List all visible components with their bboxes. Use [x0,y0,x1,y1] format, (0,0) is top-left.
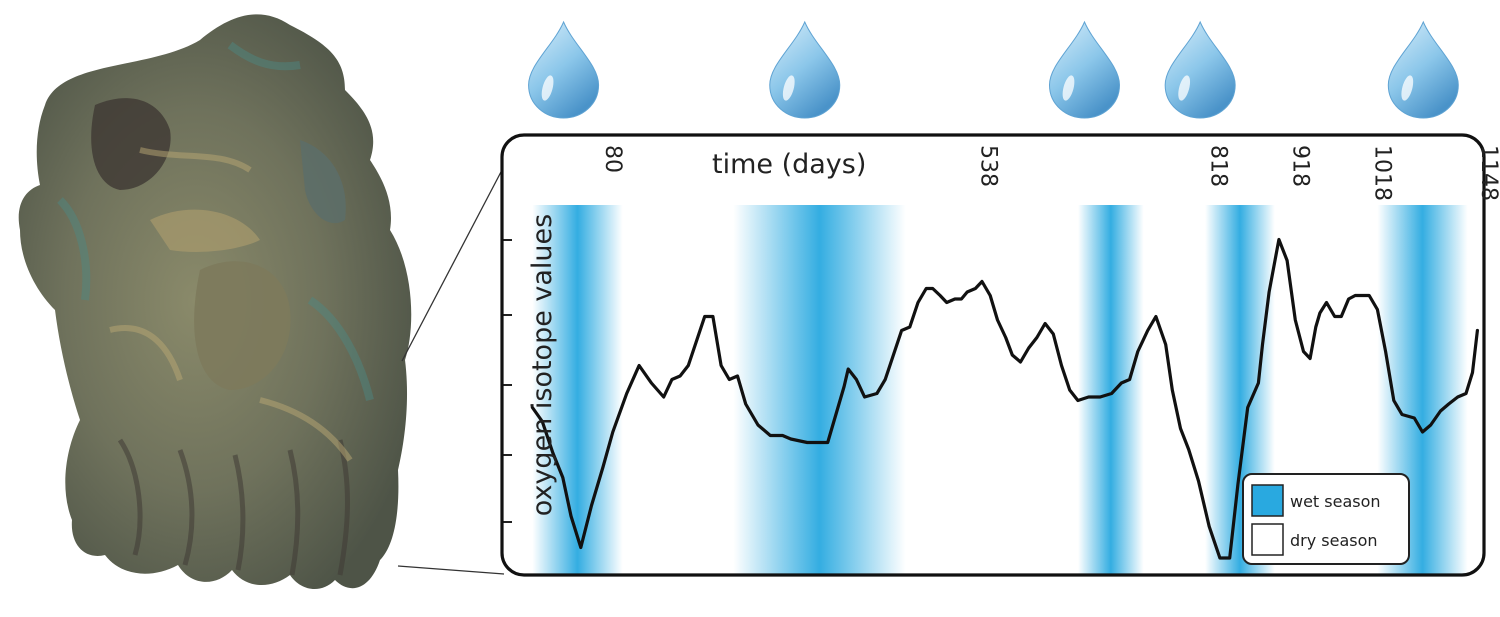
isotope-series-line [530,237,1479,560]
y-axis-ticks [502,239,512,523]
fossil-tooth-image [18,14,412,590]
x-tick-label: 818 [1205,145,1230,187]
raindrop-icon [1387,20,1459,119]
wet-season-band [733,205,906,575]
zoom-line-top [401,169,503,362]
x-tick-label: 1148 [1476,145,1500,201]
legend-label-dry: dry season [1290,531,1378,550]
wet-season-bands [532,205,1468,575]
legend: wet season dry season [1242,473,1410,565]
raindrop-icon [1164,20,1236,119]
x-tick-label: 80 [600,145,625,173]
plot-frame [500,133,1486,577]
raindrop-icon [528,20,600,119]
raindrop-icon [769,20,841,119]
rainfall-markers [528,20,1459,119]
legend-swatch-wet [1251,484,1284,517]
x-tick-label: 538 [976,145,1001,187]
wet-season-band [532,205,623,575]
legend-label-wet: wet season [1290,492,1381,511]
x-tick-label: 918 [1288,145,1313,187]
zoom-line-bottom [397,565,505,575]
legend-swatch-dry [1251,523,1284,556]
wet-season-band [1077,205,1144,575]
raindrop-icon [1048,20,1120,119]
legend-box [1242,473,1410,565]
x-axis-tick-labels: 80 538 818 918 1018 1148 [600,145,1500,201]
x-tick-label: 1018 [1370,145,1395,201]
y-axis-label: oxygen isotope values [527,214,558,516]
x-axis-label: time (days) [712,149,866,180]
